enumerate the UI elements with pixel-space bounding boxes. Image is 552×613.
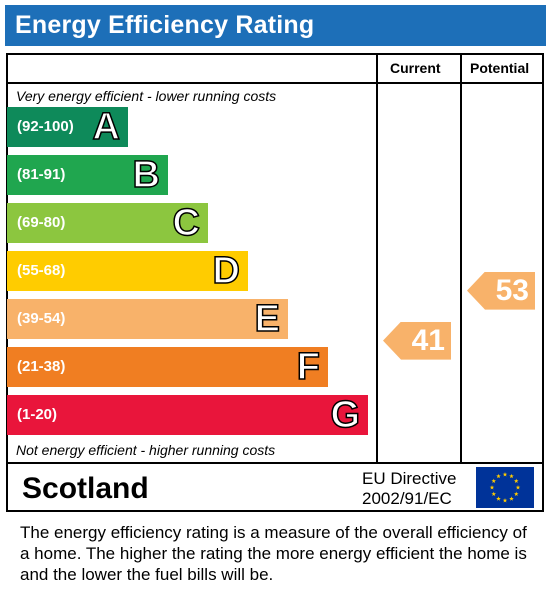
band-letter: D	[212, 249, 241, 293]
band-a: (92-100) A	[7, 105, 128, 149]
directive-line-2: 2002/91/EC	[362, 489, 452, 508]
note-inefficient: Not energy efficient - higher running co…	[16, 442, 276, 458]
current-rating-arrow: 41	[383, 321, 451, 360]
header-divider	[6, 82, 544, 84]
region-label: Scotland	[22, 472, 149, 505]
column-header-potential: Potential	[470, 60, 530, 76]
page-title: Energy Efficiency Rating	[15, 11, 315, 39]
description-text: The energy efficiency rating is a measur…	[20, 523, 527, 584]
column-header-current: Current	[390, 60, 441, 76]
band-g: (1-20) G	[7, 393, 368, 437]
eu-star-icon	[509, 473, 514, 479]
divider-current	[376, 53, 378, 464]
band-c: (69-80) C	[7, 201, 208, 245]
band-f: (21-38) F	[7, 345, 328, 389]
eu-star-icon	[502, 472, 508, 477]
band-letter: F	[296, 345, 321, 389]
eu-star-icon	[509, 496, 514, 501]
eu-star-icon	[513, 478, 519, 483]
band-range-label: (92-100)	[17, 118, 74, 135]
band-range-label: (21-38)	[17, 358, 66, 375]
eu-star-icon	[496, 496, 501, 501]
divider-potential	[460, 53, 462, 464]
band-letter: A	[92, 105, 121, 149]
eu-star-icon	[502, 498, 508, 503]
eu-star-icon	[496, 473, 501, 479]
band-b: (81-91) B	[7, 153, 168, 197]
eu-star-icon	[513, 491, 519, 496]
band-letter: C	[172, 201, 201, 245]
band-letter: B	[132, 153, 161, 197]
band-letter: G	[330, 393, 361, 437]
potential-rating-value: 53	[495, 273, 529, 307]
band-range-label: (55-68)	[17, 262, 66, 279]
note-efficient: Very energy efficient - lower running co…	[16, 88, 277, 104]
band-d: (55-68) D	[7, 249, 248, 293]
eu-star-icon	[491, 478, 497, 483]
band-range-label: (69-80)	[17, 214, 66, 231]
band-range-label: (81-91)	[17, 166, 66, 183]
eu-star-icon	[489, 485, 495, 490]
eu-star-icon	[491, 491, 497, 496]
band-e: (39-54) E	[7, 297, 288, 341]
eu-flag-icon	[476, 467, 534, 508]
footer-divider	[6, 462, 544, 464]
current-rating-value: 41	[411, 323, 445, 357]
title-bar: Energy Efficiency Rating	[5, 5, 546, 46]
band-range-label: (39-54)	[17, 310, 66, 327]
band-range-label: (1-20)	[17, 406, 58, 423]
band-letter: E	[254, 297, 281, 341]
directive-line-1: EU Directive	[362, 469, 457, 488]
eu-star-icon	[515, 485, 521, 490]
